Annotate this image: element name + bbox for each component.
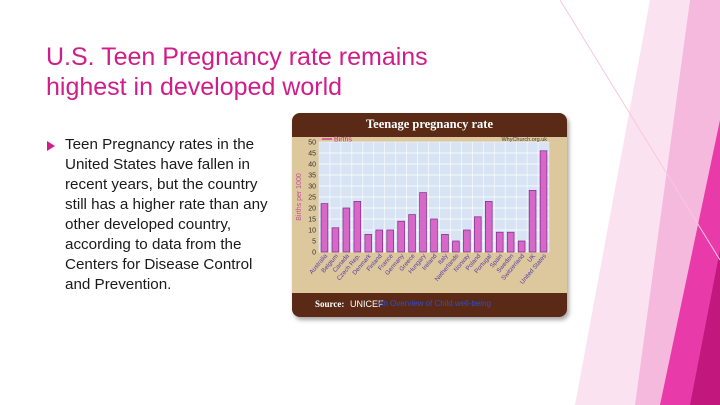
bar	[375, 229, 383, 253]
y-tick-label: 30	[308, 184, 316, 191]
decorative-shapes	[559, 0, 720, 405]
slide-title-line1: U.S. Teen Pregnancy rate remains	[46, 43, 428, 71]
y-tick-label: 25	[308, 195, 316, 202]
bar	[408, 214, 416, 253]
bar	[430, 218, 438, 253]
bar	[364, 234, 373, 253]
bar	[463, 229, 471, 253]
bar	[441, 234, 449, 253]
bar	[517, 240, 526, 253]
bullet-arrow-icon	[47, 141, 55, 151]
chart-plot: 05101520253035404550AustraliaBelgiumCana…	[296, 137, 550, 286]
y-tick-label: 45	[308, 151, 316, 158]
y-axis-label: Births per 1000	[296, 173, 303, 221]
bullet-text: Teen Pregnancy rates in the United State…	[65, 136, 268, 293]
y-tick-label: 40	[308, 162, 316, 169]
slide-title-line2: highest in developed world	[46, 73, 343, 101]
watermark-text: WhyChurch.org.uk	[501, 137, 547, 143]
y-tick-label: 10	[308, 228, 316, 235]
bar	[506, 231, 515, 253]
bar	[386, 229, 394, 253]
source-label: Source:	[315, 299, 345, 309]
legend-label: Births	[334, 137, 352, 144]
y-tick-label: 35	[308, 173, 316, 180]
bar	[342, 207, 351, 253]
source-value: UNICEF	[350, 299, 384, 309]
y-tick-label: 5	[312, 239, 316, 246]
deco-deep-wedge	[690, 250, 720, 405]
bar	[320, 203, 329, 253]
bar	[353, 201, 362, 253]
bullet-item: Teen Pregnancy rates in the United State…	[47, 135, 269, 295]
x-tick-label: UK	[526, 252, 537, 264]
bar	[397, 220, 405, 253]
deco-line	[559, 0, 720, 261]
source-link[interactable]: An Overview of Child well-being	[378, 299, 491, 308]
y-tick-label: 20	[308, 206, 316, 213]
chart-image: Teenage pregnancy rate 0 5 10 15 20 25 30 35 40 4…	[292, 113, 567, 317]
bar	[452, 240, 460, 253]
bar	[539, 150, 548, 253]
bar	[474, 216, 482, 253]
y-tick-label: 15	[308, 217, 316, 224]
chart-title: Teenage pregnancy rate	[365, 117, 494, 131]
bar	[485, 201, 493, 253]
bar	[528, 190, 537, 253]
y-tick-label: 0	[312, 250, 316, 257]
bar	[419, 192, 427, 253]
bar	[331, 227, 340, 253]
chart-footer: Source: UNICEF An Overview of Child well…	[292, 293, 567, 317]
chart-header: Teenage pregnancy rate	[292, 113, 567, 137]
slide-title: U.S. Teen Pregnancy rate remains highest…	[46, 42, 516, 102]
y-tick-label: 50	[308, 140, 316, 147]
bar	[495, 231, 504, 253]
